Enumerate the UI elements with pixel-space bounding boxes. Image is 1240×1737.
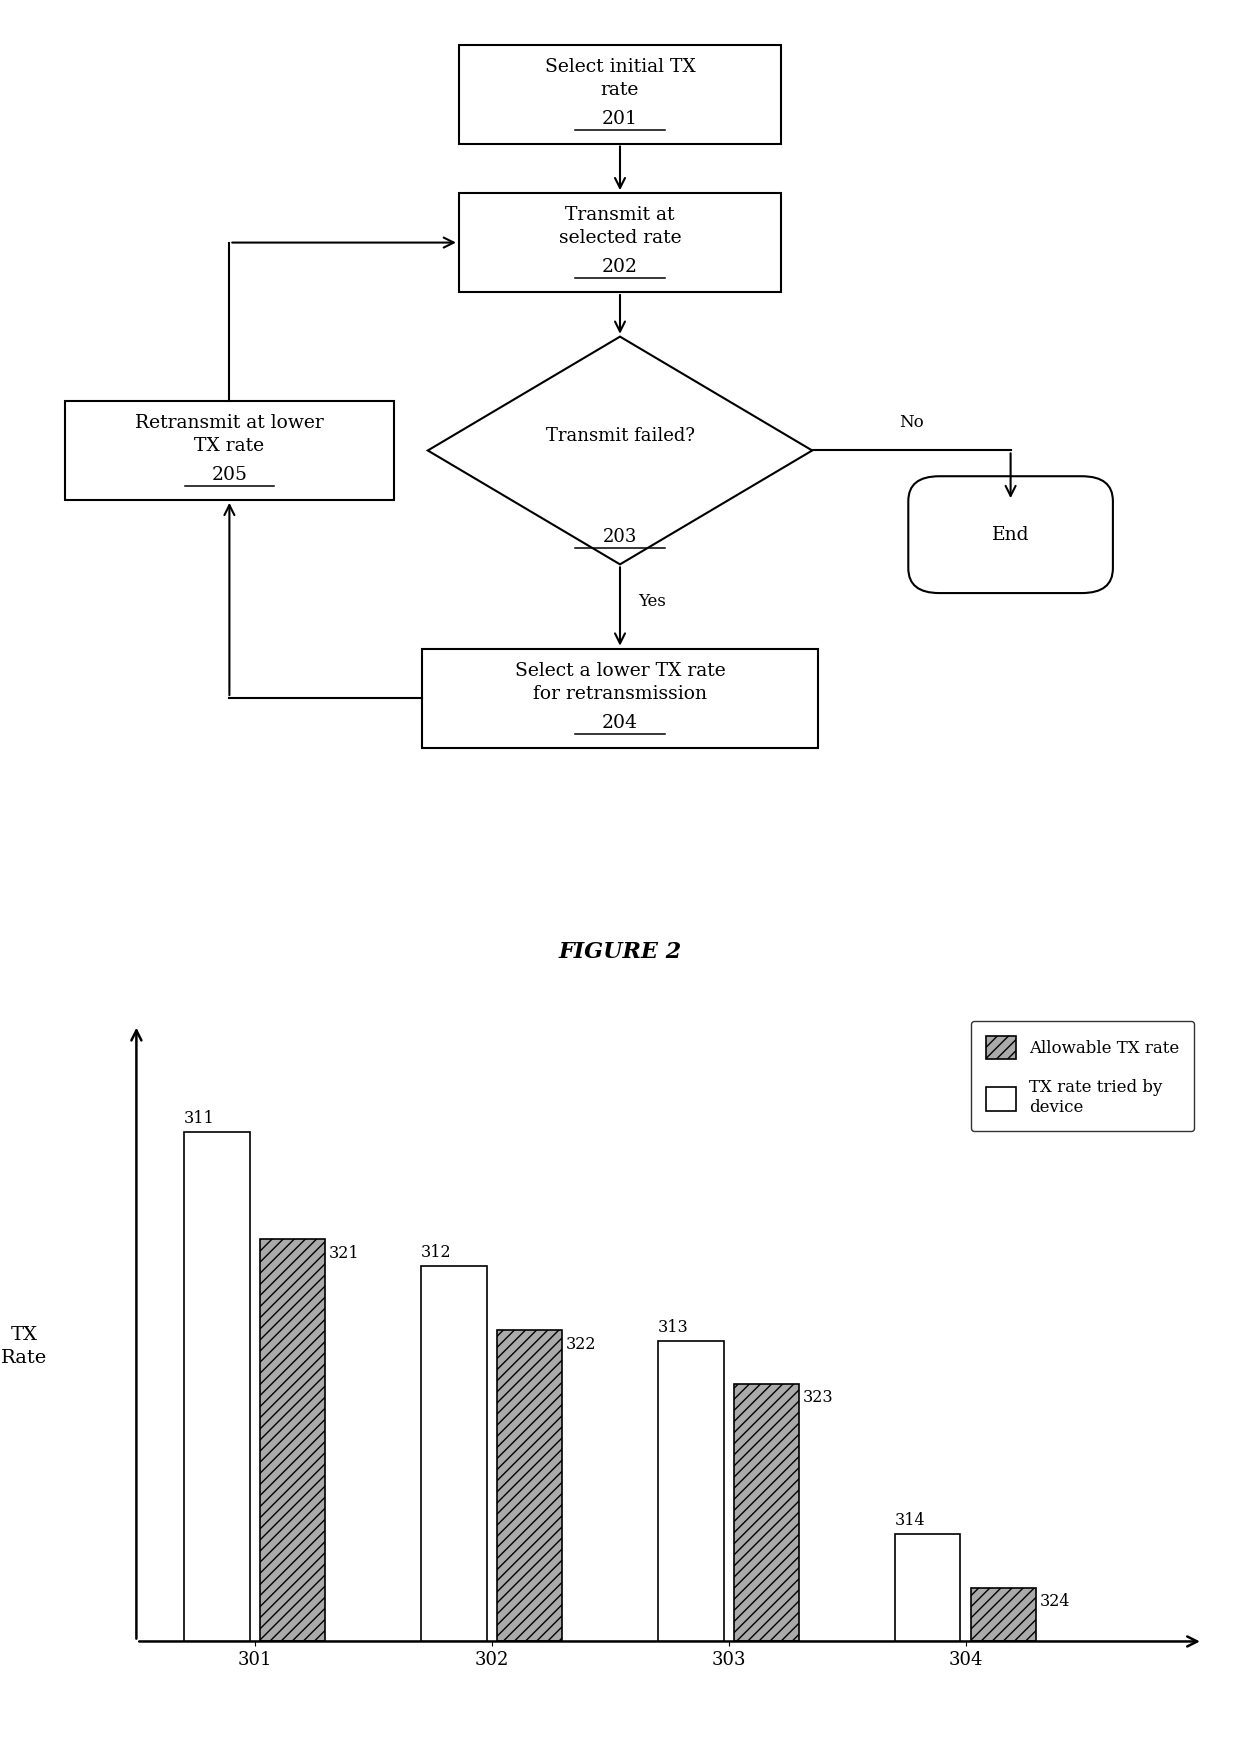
FancyBboxPatch shape [908,476,1112,592]
Text: 311: 311 [184,1110,215,1127]
Text: 203: 203 [603,528,637,545]
Bar [459,193,781,292]
Text: Select initial TX
rate: Select initial TX rate [544,57,696,99]
Text: 324: 324 [1039,1593,1070,1610]
Text: 204: 204 [601,714,639,731]
Text: 313: 313 [657,1318,688,1336]
Text: Retransmit at lower
TX rate: Retransmit at lower TX rate [135,413,324,455]
Text: 205: 205 [211,466,248,485]
Bar [422,648,818,747]
Bar [497,1331,563,1641]
Text: 314: 314 [895,1511,925,1529]
Text: End: End [992,526,1029,544]
Bar [734,1384,800,1641]
Text: Transmit at
selected rate: Transmit at selected rate [559,207,681,247]
Text: Transmit failed?: Transmit failed? [546,427,694,445]
Bar [658,1341,723,1641]
Legend: Allowable TX rate, TX rate tried by
device: Allowable TX rate, TX rate tried by devi… [971,1021,1194,1131]
Text: 201: 201 [603,109,637,129]
Bar [971,1588,1037,1641]
Text: FIGURE 2: FIGURE 2 [558,941,682,964]
Text: Yes: Yes [639,592,666,610]
Bar [895,1534,961,1641]
Bar [185,1133,249,1641]
Text: 312: 312 [420,1244,451,1261]
Text: 322: 322 [565,1336,596,1353]
Text: Select a lower TX rate
for retransmission: Select a lower TX rate for retransmissio… [515,662,725,703]
Text: 321: 321 [329,1245,358,1261]
Bar [422,1266,486,1641]
Bar [260,1238,325,1641]
Text: 323: 323 [802,1390,833,1407]
Text: 202: 202 [601,259,639,276]
Polygon shape [428,337,812,565]
Bar [64,401,394,500]
Text: TX
Rate: TX Rate [1,1325,47,1367]
Bar [459,45,781,144]
Text: No: No [899,413,924,431]
